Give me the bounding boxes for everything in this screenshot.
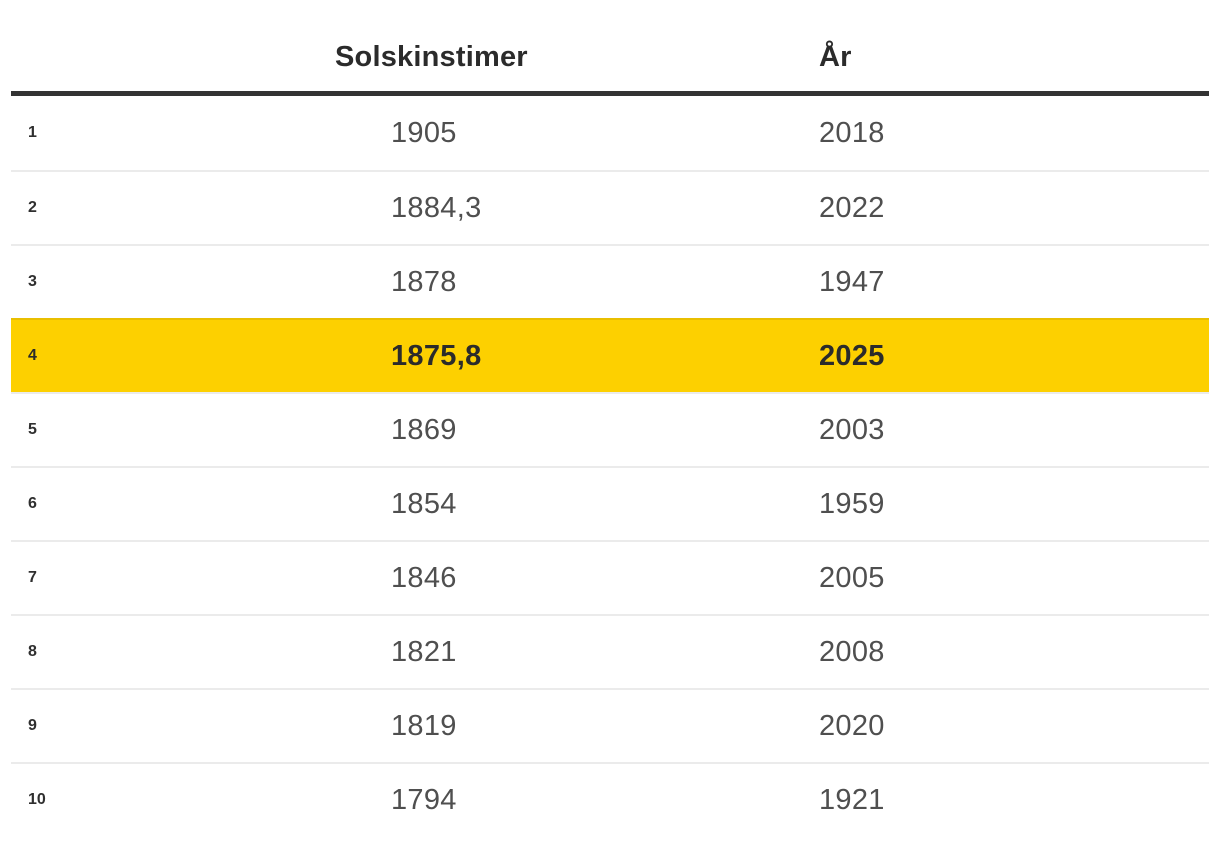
column-header-year: År [819, 41, 852, 73]
table-header-row: Solskinstimer År [11, 0, 1209, 96]
table-row: 2 1884,3 2022 [11, 170, 1209, 244]
year-cell: 1959 [819, 487, 885, 520]
solskinstimer-cell: 1821 [391, 635, 457, 668]
column-header-solskinstimer: Solskinstimer [335, 41, 528, 73]
table-row: 9 1819 2020 [11, 688, 1209, 762]
rank-cell: 5 [28, 421, 37, 438]
solskinstimer-cell: 1905 [391, 116, 457, 149]
year-cell: 1947 [819, 265, 885, 298]
rank-cell: 3 [28, 273, 37, 290]
year-cell: 2008 [819, 635, 885, 668]
solskinstimer-cell: 1884,3 [391, 191, 482, 224]
solskinstimer-cell: 1794 [391, 783, 457, 816]
solskinstimer-cell: 1854 [391, 487, 457, 520]
year-cell: 2003 [819, 413, 885, 446]
year-cell: 2020 [819, 709, 885, 742]
rank-cell: 9 [28, 717, 37, 734]
table-row: 5 1869 2003 [11, 392, 1209, 466]
rank-cell: 2 [28, 199, 37, 216]
year-cell: 2025 [819, 339, 885, 372]
rank-cell: 10 [28, 791, 46, 808]
year-cell: 2022 [819, 191, 885, 224]
rank-cell: 6 [28, 495, 37, 512]
rank-cell: 1 [28, 124, 37, 141]
year-cell: 1921 [819, 783, 885, 816]
table-row: 10 1794 1921 [11, 762, 1209, 836]
year-cell: 2005 [819, 561, 885, 594]
table-body: 1 1905 2018 2 1884,3 2022 3 1878 1947 4 1875,8 2025… [11, 96, 1209, 836]
rank-cell: 7 [28, 569, 37, 586]
table-row: 1 1905 2018 [11, 96, 1209, 170]
solskinstimer-cell: 1878 [391, 265, 457, 298]
table-row: 6 1854 1959 [11, 466, 1209, 540]
rank-cell: 4 [28, 347, 37, 364]
solskinstimer-cell: 1819 [391, 709, 457, 742]
solskinstimer-cell: 1846 [391, 561, 457, 594]
solskinstimer-cell: 1875,8 [391, 339, 482, 372]
year-cell: 2018 [819, 116, 885, 149]
table-row: 8 1821 2008 [11, 614, 1209, 688]
rank-cell: 8 [28, 643, 37, 660]
table-row: 3 1878 1947 [11, 244, 1209, 318]
table-row: 7 1846 2005 [11, 540, 1209, 614]
sunshine-hours-ranking-table: Solskinstimer År 1 1905 2018 2 1884,3 2022 3 18… [11, 0, 1209, 836]
table-row-highlighted: 4 1875,8 2025 [11, 318, 1209, 392]
solskinstimer-cell: 1869 [391, 413, 457, 446]
